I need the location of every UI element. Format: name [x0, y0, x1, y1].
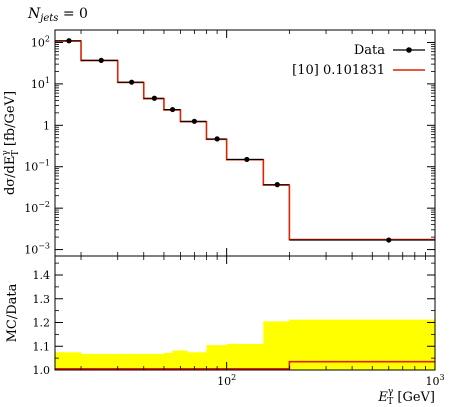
main-y-tick-label: 10−1 [24, 159, 50, 174]
data-point [169, 106, 176, 113]
ratio-frame [54, 255, 436, 371]
ratio-band-layer [55, 319, 435, 370]
ratio-y-tick-label: 1.2 [33, 317, 51, 330]
data-point [274, 182, 280, 188]
main-x-ticks [80, 30, 436, 256]
main-panel: Njets = 0 10−3 10−2 10−1 1 101 102 dσ/dEγT [f… [1, 6, 436, 257]
legend: Data [10] 0.101831 [292, 43, 425, 78]
ratio-y-ticks: 1.0 1.1 1.2 1.3 1.4 [33, 262, 435, 377]
main-title-base: N [27, 6, 41, 22]
main-y-ticks: 10−3 10−2 10−1 1 101 102 [24, 29, 435, 257]
main-y-axis-label: dσ/dEγT [fb/GeV] [1, 91, 21, 195]
main-y-tick-label: 1 [43, 119, 50, 132]
ratio-panel: 1.0 1.1 1.2 1.3 1.4 102 103 MC/Data Eγ T [GeV] [5, 255, 445, 407]
ratio-y-axis-label: MC/Data [5, 283, 20, 342]
main-y-tick-label: 102 [31, 34, 50, 49]
main-series-layer [55, 38, 435, 243]
data-point [386, 237, 392, 243]
main-y-label-b: [fb/GeV] [3, 91, 18, 150]
x-label-a: E [377, 390, 388, 405]
data-point [98, 57, 104, 63]
ratio-y-tick-label: 1.3 [33, 293, 51, 306]
legend-entry-data-label: Data [354, 43, 385, 58]
legend-entry-mc-label: [10] 0.101831 [292, 63, 385, 78]
main-y-label-sub: T [11, 150, 21, 156]
main-y-tick-label: 101 [31, 76, 50, 91]
data-point [129, 79, 135, 85]
main-title-rest: = 0 [58, 6, 88, 22]
x-label-sup: γ [388, 387, 393, 397]
ratio-y-tick-label: 1.4 [33, 269, 51, 282]
ratio-y-tick-label: 1.0 [33, 364, 51, 377]
data-point [191, 118, 197, 124]
data-point [214, 136, 220, 142]
ratio-uncertainty-band [55, 319, 435, 370]
x-label-b: [GeV] [393, 390, 435, 405]
mc-series-line [55, 40, 435, 241]
data-point [244, 156, 250, 163]
ratio-x-ticks: 102 103 [80, 256, 445, 388]
data-point [66, 38, 72, 44]
main-y-tick-label: 10−3 [24, 242, 50, 257]
ratio-x-tick-label: 102 [217, 373, 236, 388]
main-title-sub: jets [38, 13, 58, 24]
main-title: Njets = 0 [27, 6, 88, 24]
main-y-label-a: dσ/dE [3, 156, 18, 195]
main-y-label-sup: γ [1, 150, 11, 155]
ratio-y-tick-label: 1.1 [33, 340, 51, 353]
main-y-tick-label: 10−2 [24, 200, 50, 215]
legend-entry-data-marker [406, 47, 412, 53]
x-label-sub: T [387, 397, 393, 407]
ratio-x-tick-label: 103 [425, 373, 444, 388]
x-axis-label: Eγ T [GeV] [377, 387, 435, 407]
data-point [151, 95, 158, 101]
